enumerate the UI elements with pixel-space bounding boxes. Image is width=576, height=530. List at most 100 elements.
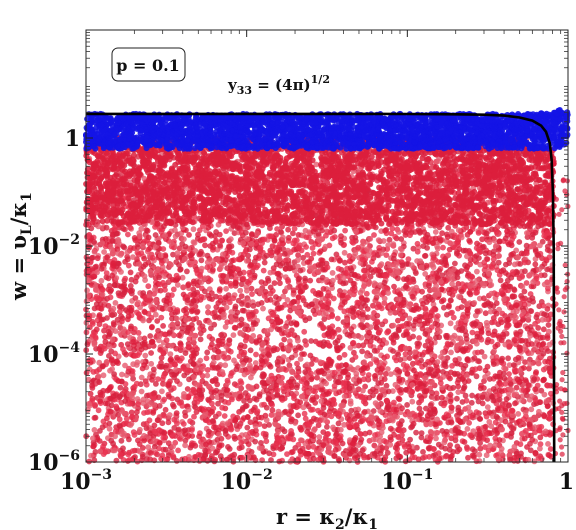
red-point (166, 412, 173, 418)
red-point (115, 360, 121, 366)
red-point (532, 320, 538, 327)
red-point (252, 438, 259, 445)
red-point (141, 410, 147, 416)
red-point (492, 343, 499, 350)
red-point (271, 280, 278, 286)
red-point (511, 286, 517, 293)
red-point (330, 295, 337, 302)
red-point (308, 338, 314, 344)
red-point (341, 421, 347, 428)
red-point (281, 336, 288, 343)
red-point (413, 429, 419, 436)
red-point (240, 240, 247, 247)
red-point (295, 252, 301, 259)
red-point (123, 351, 130, 358)
red-point (481, 295, 487, 302)
red-point (288, 320, 295, 327)
red-point (432, 456, 439, 463)
red-point (231, 324, 238, 331)
red-point (429, 276, 435, 283)
red-point (378, 261, 385, 268)
red-point (267, 233, 273, 240)
red-point (427, 421, 434, 428)
red-point (469, 392, 475, 399)
red-point (435, 441, 442, 448)
red-point (196, 433, 203, 440)
red-point (406, 411, 413, 417)
red-point (142, 352, 149, 359)
red-point (295, 337, 301, 344)
red-point (285, 277, 291, 283)
red-point (223, 228, 230, 235)
red-point (100, 372, 107, 379)
red-point (244, 236, 251, 242)
red-point (397, 252, 404, 258)
red-point (328, 256, 335, 263)
red-point (330, 277, 336, 284)
red-point (211, 458, 218, 465)
red-point (237, 329, 244, 336)
red-point (414, 444, 420, 451)
red-point (149, 306, 156, 313)
red-point (351, 333, 358, 339)
red-point (159, 388, 165, 395)
red-point (230, 332, 237, 338)
red-point (347, 398, 354, 405)
red-point (162, 446, 169, 453)
red-point (361, 359, 368, 366)
red-point (433, 435, 439, 442)
red-point (512, 400, 518, 407)
red-point (450, 314, 457, 321)
red-point (304, 361, 310, 368)
red-point (380, 238, 387, 244)
red-point (295, 232, 302, 238)
red-point (224, 319, 231, 325)
red-point (364, 306, 371, 312)
red-point (452, 357, 459, 363)
red-point (261, 423, 268, 429)
red-point (516, 239, 523, 245)
red-point (452, 260, 458, 267)
red-point (178, 355, 185, 362)
red-point (416, 335, 422, 341)
red-point (242, 390, 249, 396)
red-point (148, 314, 155, 321)
red-point (479, 236, 485, 243)
red-point (430, 264, 437, 271)
red-point (483, 230, 490, 237)
red-point (218, 264, 224, 271)
red-point (440, 374, 447, 380)
red-point (140, 400, 147, 406)
red-point (419, 288, 425, 295)
red-point (528, 406, 535, 413)
red-point (139, 365, 146, 372)
red-point (143, 381, 150, 388)
red-point (370, 386, 376, 393)
red-point (229, 249, 236, 256)
red-point (360, 387, 366, 394)
red-point (259, 379, 266, 386)
red-point (464, 426, 471, 432)
red-point (359, 447, 366, 454)
red-point (148, 350, 155, 356)
red-point (464, 356, 471, 363)
red-point (112, 350, 118, 357)
red-point (253, 396, 260, 403)
red-point (125, 231, 131, 238)
red-point (434, 416, 440, 423)
red-point (374, 367, 381, 373)
red-point (168, 261, 174, 268)
red-point (472, 448, 478, 454)
red-point (474, 349, 481, 356)
red-point (546, 452, 552, 459)
red-point (381, 295, 388, 302)
red-point (396, 454, 403, 460)
red-point (83, 298, 90, 305)
red-point (481, 353, 488, 360)
red-point (422, 342, 429, 349)
red-point (263, 404, 270, 411)
red-point (122, 275, 129, 282)
red-point (366, 394, 373, 401)
red-point (491, 237, 498, 244)
